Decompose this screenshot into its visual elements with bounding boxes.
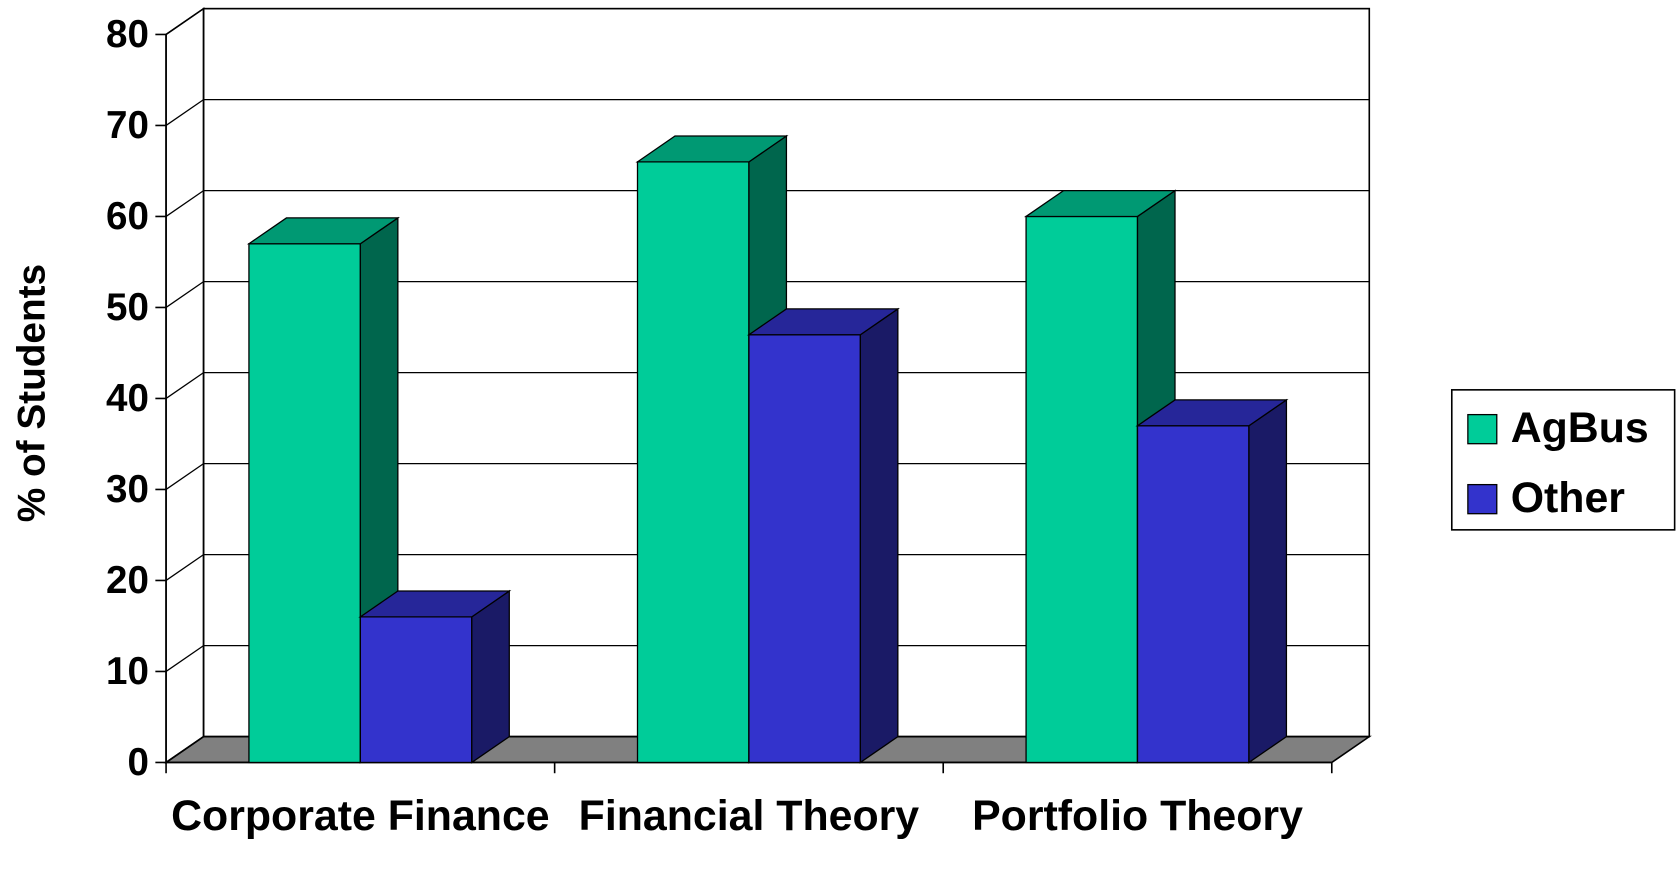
y-tick-label: 60	[106, 195, 149, 238]
grid-line	[165, 463, 204, 490]
y-tick-label: 70	[106, 104, 149, 147]
bar-side	[1248, 398, 1288, 764]
bar-side	[859, 307, 899, 764]
x-tick-label: Corporate Finance	[171, 792, 550, 840]
bar-top	[635, 135, 789, 163]
y-tick-label: 30	[106, 468, 149, 511]
x-tick-label: Portfolio Theory	[972, 792, 1303, 840]
grid-line	[165, 8, 204, 35]
y-tick-label: 80	[106, 13, 149, 56]
bar-top	[746, 308, 900, 336]
y-axis-label: % of Students	[11, 264, 54, 522]
grid-line	[165, 372, 204, 399]
y-tick-label: 10	[106, 650, 149, 693]
bar	[359, 616, 473, 764]
bar-side	[471, 589, 510, 764]
bar-top	[1135, 399, 1289, 427]
bar-top	[358, 590, 512, 618]
legend-swatch	[1467, 413, 1498, 445]
legend-label: Other	[1511, 474, 1626, 522]
grid-line	[165, 645, 204, 672]
legend-swatch	[1467, 483, 1498, 515]
bar-top	[246, 217, 400, 245]
bar-top	[1023, 189, 1178, 218]
bar	[748, 334, 861, 764]
grid-line	[165, 190, 204, 217]
grid-line	[165, 99, 204, 126]
bar	[248, 243, 361, 764]
bar	[1025, 215, 1139, 764]
y-tick-label: 0	[127, 741, 148, 784]
y-tick-label: 50	[106, 286, 149, 329]
y-tick-label: 20	[106, 559, 149, 602]
legend-label: AgBus	[1511, 404, 1649, 452]
bar	[636, 161, 750, 764]
x-tick-label: Financial Theory	[579, 792, 920, 840]
grid-line	[165, 281, 204, 308]
bar	[1136, 425, 1250, 764]
grid-line	[165, 554, 204, 581]
y-tick-label: 40	[106, 377, 149, 420]
